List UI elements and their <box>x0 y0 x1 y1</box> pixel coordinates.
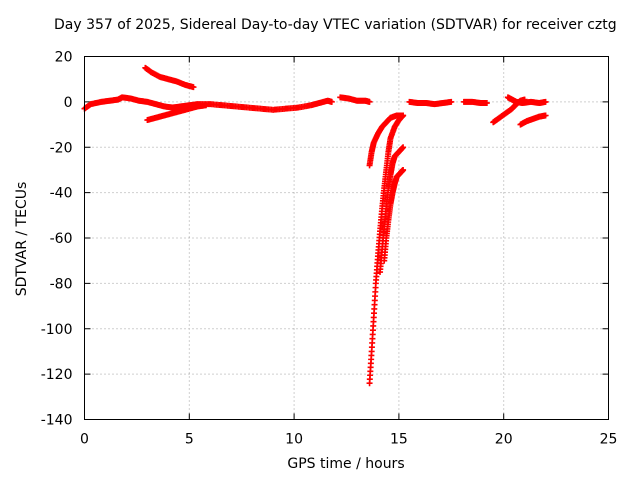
x-tick-label: 15 <box>390 432 408 448</box>
y-tick-label: -140 <box>41 413 73 429</box>
data-points <box>81 64 549 387</box>
data-segment <box>381 166 407 264</box>
data-segment <box>377 144 407 276</box>
y-tick-label: -120 <box>41 367 73 383</box>
data-point <box>366 98 373 105</box>
data-point <box>400 112 407 119</box>
data-segment <box>460 98 490 107</box>
data-point <box>203 102 210 109</box>
y-tick-label: -80 <box>50 276 73 292</box>
data-segment <box>337 94 373 105</box>
y-tick-label: -40 <box>50 186 73 202</box>
data-segment <box>517 112 549 128</box>
chart-title: Day 357 of 2025, Sidereal Day-to-day VTE… <box>54 17 617 33</box>
grid-lines <box>84 56 609 420</box>
axis-ticks: 0 5 10 15 20 25 -140 -120 -100 -80 -60 -40 -20 0 20 <box>41 50 618 448</box>
x-tick-label: 10 <box>285 432 303 448</box>
y-tick-label: 20 <box>55 50 73 66</box>
data-segment <box>144 102 210 124</box>
plot-frame <box>84 56 609 420</box>
data-segment <box>366 112 407 387</box>
y-tick-label: -20 <box>50 140 73 156</box>
x-tick-label: 20 <box>495 432 513 448</box>
x-axis-label: GPS time / hours <box>287 456 405 472</box>
data-point <box>542 112 549 119</box>
data-point <box>448 98 455 105</box>
y-tick-label: 0 <box>64 95 73 111</box>
y-tick-label: -60 <box>50 231 73 247</box>
data-point <box>483 100 490 107</box>
x-tick-label: 25 <box>600 432 618 448</box>
data-point <box>400 166 407 173</box>
data-segment <box>406 98 455 108</box>
y-tick-label: -100 <box>41 322 73 338</box>
data-point <box>400 144 407 151</box>
data-segment <box>504 94 549 107</box>
data-point <box>542 98 549 105</box>
data-point <box>328 98 335 105</box>
x-tick-label: 5 <box>185 432 194 448</box>
data-segment <box>142 64 197 91</box>
data-point <box>190 84 197 91</box>
x-tick-label: 0 <box>80 432 89 448</box>
data-segment <box>81 94 335 113</box>
